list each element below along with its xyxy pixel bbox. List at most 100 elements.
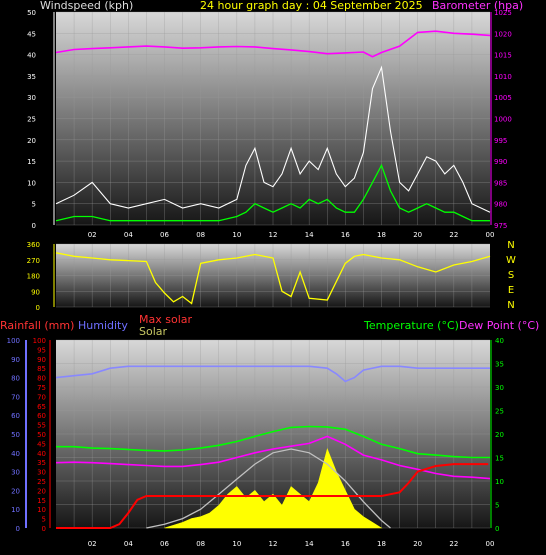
temperature-y-tick: 40	[495, 337, 504, 345]
humidity-y-tick: 70	[11, 393, 20, 401]
climate-x-tick: 06	[160, 540, 169, 548]
temperature-label: Temperature (°C)	[364, 319, 459, 332]
wind-y-tick: 25	[27, 116, 36, 124]
climate-x-tick: 08	[196, 540, 205, 548]
baro-y-tick: 1000	[494, 116, 512, 124]
climate-x-tick: 12	[269, 540, 278, 548]
baro-y-tick: 1005	[494, 94, 512, 102]
temperature-y-tick: 30	[495, 384, 504, 392]
direction-y-tick: 180	[27, 273, 40, 281]
humidity-label: Humidity	[78, 319, 128, 332]
barometer-title: Barometer (hpa)	[432, 0, 524, 12]
rainfall-label: Rainfall (mm)	[0, 319, 75, 332]
rainfall-y-tick: 100	[33, 337, 46, 345]
baro-y-tick: 1020	[494, 30, 512, 38]
climate-x-tick: 04	[124, 540, 133, 548]
wind-y-tick: 5	[32, 201, 36, 209]
compass-label: N	[507, 240, 514, 251]
baro-y-tick: 995	[494, 137, 507, 145]
baro-y-tick: 1010	[494, 73, 512, 81]
direction-y-tick: 270	[27, 257, 40, 265]
wind-x-tick: 06	[160, 231, 169, 239]
climate-x-tick: 14	[305, 540, 314, 548]
rainfall-y-tick: 65	[37, 403, 46, 411]
humidity-y-tick: 90	[11, 356, 20, 364]
rainfall-y-tick: 20	[37, 487, 46, 495]
rainfall-y-tick: 45	[37, 440, 46, 448]
humidity-y-tick: 50	[11, 431, 20, 439]
temperature-line	[56, 425, 490, 459]
rainfall-y-tick: 10	[37, 506, 46, 514]
rainfall-y-tick: 75	[37, 384, 46, 392]
wind-y-tick: 30	[27, 94, 36, 102]
climate-x-tick: 16	[341, 540, 350, 548]
rainfall-y-tick: 15	[37, 497, 46, 505]
baro-y-tick: 990	[494, 158, 507, 166]
humidity-y-tick: 80	[11, 375, 20, 383]
wind-y-tick: 0	[32, 222, 36, 230]
humidity-y-tick: 60	[11, 412, 20, 420]
temperature-y-tick: 5	[495, 502, 499, 510]
wind-x-tick: 08	[196, 231, 205, 239]
humidity-y-tick: 40	[11, 450, 20, 458]
rainfall-y-tick: 85	[37, 365, 46, 373]
wind-x-tick: 22	[449, 231, 458, 239]
climate-x-tick: 00	[486, 540, 495, 548]
direction-y-tick: 90	[31, 288, 40, 296]
climate-x-tick: 20	[413, 540, 422, 548]
wind-x-tick: 16	[341, 231, 350, 239]
humidity-y-tick: 20	[11, 487, 20, 495]
wind-title: Windspeed (kph)	[40, 0, 134, 12]
rainfall-y-tick: 5	[42, 516, 46, 524]
wind-x-tick: 04	[124, 231, 133, 239]
max-solar-line	[146, 448, 391, 529]
climate-x-tick: 10	[232, 540, 241, 548]
rainfall-y-tick: 50	[37, 431, 46, 439]
compass-label: W	[506, 255, 516, 266]
temperature-y-tick: 15	[495, 455, 504, 463]
wind-x-tick: 18	[377, 231, 386, 239]
wind-x-tick: 12	[269, 231, 278, 239]
baro-y-tick: 1025	[494, 9, 512, 17]
wind-y-tick: 10	[27, 179, 36, 187]
rainfall-y-tick: 0	[42, 525, 46, 533]
solar-area	[164, 448, 383, 529]
rainfall-y-tick: 70	[37, 393, 46, 401]
rainfall-y-tick: 40	[37, 450, 46, 458]
barometer-line	[55, 30, 491, 58]
wind-x-tick: 02	[88, 231, 97, 239]
rainfall-line	[56, 463, 489, 529]
baro-y-tick: 975	[494, 222, 507, 230]
wind-y-tick: 15	[27, 158, 36, 166]
wind-y-tick: 45	[27, 30, 36, 38]
humidity-y-tick: 0	[16, 525, 20, 533]
max-solar-label: Max solar	[139, 313, 193, 326]
direction-y-tick: 0	[36, 304, 40, 312]
wind-y-tick: 50	[27, 9, 36, 17]
baro-y-tick: 985	[494, 179, 507, 187]
rainfall-y-tick: 60	[37, 412, 46, 420]
climate-x-tick: 22	[449, 540, 458, 548]
baro-y-tick: 1015	[494, 52, 512, 60]
temperature-y-tick: 35	[495, 361, 504, 369]
direction-y-tick: 360	[27, 241, 40, 249]
rainfall-y-tick: 90	[37, 356, 46, 364]
temperature-y-tick: 0	[495, 525, 499, 533]
rainfall-y-tick: 25	[37, 478, 46, 486]
climate-x-tick: 02	[88, 540, 97, 548]
compass-label: N	[507, 300, 514, 311]
humidity-y-tick: 10	[11, 506, 20, 514]
rainfall-y-tick: 80	[37, 375, 46, 383]
wind-direction-line	[55, 252, 491, 305]
compass-label: E	[508, 285, 514, 296]
dewpoint-label: Dew Point (°C)	[459, 319, 540, 332]
wind-x-tick: 14	[305, 231, 314, 239]
wind-y-tick: 40	[27, 52, 36, 60]
dewpoint-line	[55, 435, 491, 480]
climate-x-tick: 18	[377, 540, 386, 548]
solar-label: Solar	[139, 325, 168, 338]
windspeed-line	[55, 163, 490, 222]
graph-title: 24 hour graph day : 04 September 2025	[200, 0, 423, 12]
rainfall-y-tick: 55	[37, 422, 46, 430]
